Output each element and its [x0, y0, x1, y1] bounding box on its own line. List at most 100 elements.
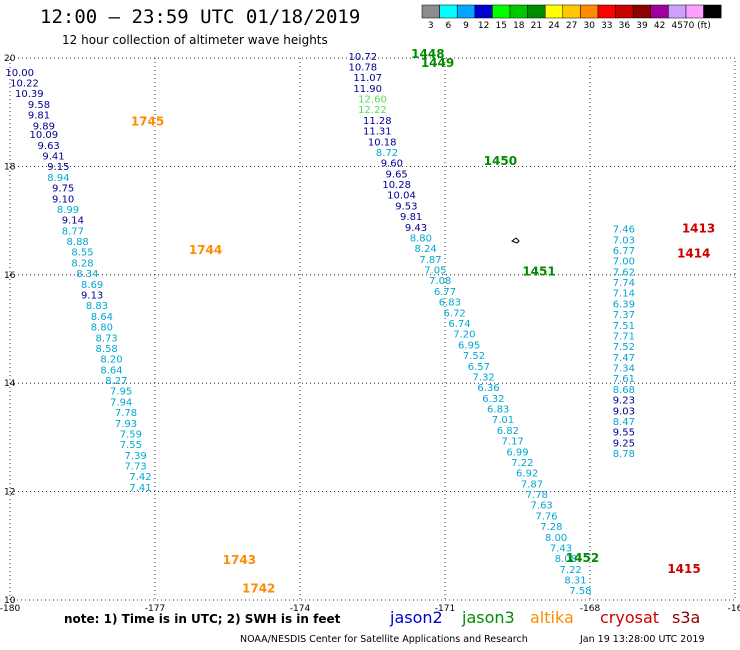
wave-height-value: 8.31 — [564, 576, 586, 587]
pass-time-label: 1448 — [411, 47, 444, 61]
wave-height-value: 8.83 — [86, 301, 108, 312]
wave-height-value: 7.47 — [613, 353, 635, 364]
wave-height-value: 8.28 — [71, 258, 93, 269]
pass-time-label: 1413 — [682, 222, 715, 236]
wave-height-value: 11.28 — [363, 116, 392, 127]
wave-height-value: 7.05 — [424, 266, 446, 277]
wave-height-value: 7.52 — [613, 342, 635, 353]
wave-height-value: 8.64 — [100, 365, 122, 376]
wave-height-value: 7.62 — [613, 267, 635, 278]
pass-time-label: 1744 — [189, 243, 222, 257]
wave-height-value: 10.18 — [368, 137, 397, 148]
wave-height-value: 8.64 — [91, 312, 113, 323]
wave-height-value: 7.39 — [125, 451, 147, 462]
wave-height-value: 9.65 — [386, 169, 408, 180]
footer-note: note: 1) Time is in UTC; 2) SWH is in fe… — [64, 612, 341, 626]
wave-height-value: 9.53 — [395, 201, 417, 212]
wave-height-value: 8.78 — [613, 449, 635, 460]
wave-height-value: 7.87 — [419, 255, 441, 266]
wave-height-value: 8.27 — [105, 376, 127, 387]
wave-height-value: 8.68 — [613, 385, 635, 396]
x-tick-label: -16 — [728, 604, 740, 614]
wave-height-value: 8.80 — [410, 233, 432, 244]
color-scale-label: 36 — [619, 21, 631, 31]
chart-subtitle: 12 hour collection of altimeter wave hei… — [62, 33, 328, 47]
pass-time-label: 1449 — [421, 56, 454, 70]
satellite-label-jason2: jason2 — [390, 608, 443, 627]
wave-height-plot: -180 -177 -174 -171 -168 -1610121416182010.00… — [0, 47, 740, 614]
color-scale-label: 45 — [671, 21, 682, 31]
wave-height-value: 10.39 — [15, 89, 44, 100]
wave-height-value: 8.47 — [613, 417, 635, 428]
wave-height-value: 7.20 — [453, 330, 475, 341]
wave-height-value: 9.43 — [405, 223, 427, 234]
y-tick-label: 12 — [4, 488, 15, 498]
color-scale-label: 3 — [428, 21, 434, 31]
wave-height-value: 6.72 — [444, 308, 466, 319]
wave-height-value: 6.57 — [468, 362, 490, 373]
wave-height-value: 7.14 — [613, 289, 635, 300]
wave-height-value: 9.81 — [28, 111, 50, 122]
wave-height-value: 8.08 — [555, 554, 577, 565]
wave-height-value: 7.78 — [115, 408, 137, 419]
wave-height-value: 7.17 — [502, 437, 524, 448]
wave-height-value: 8.99 — [57, 205, 79, 216]
wave-height-value: 7.93 — [115, 419, 137, 430]
color-scale-swatch — [703, 4, 722, 19]
wave-height-value: 7.61 — [613, 374, 635, 385]
color-scale-label: 15 — [495, 21, 506, 31]
wave-height-value: 7.71 — [613, 331, 635, 342]
wave-height-value: 10.09 — [30, 130, 59, 141]
color-scale-label: 33 — [601, 21, 612, 31]
wave-height-value: 7.51 — [613, 321, 635, 332]
wave-height-value: 7.76 — [535, 511, 557, 522]
wave-height-value: 9.81 — [400, 212, 422, 223]
pass-time-label: 1451 — [522, 264, 555, 278]
wave-height-value: 8.58 — [96, 344, 118, 355]
x-tick-label: -177 — [145, 604, 165, 614]
color-scale-label: 42 — [654, 21, 665, 31]
wave-height-value: 7.59 — [120, 429, 142, 440]
wave-height-value: 9.58 — [28, 100, 50, 111]
color-scale-label: 21 — [531, 21, 542, 31]
pass-time-label: 1414 — [677, 247, 710, 261]
satellite-label-cryosat: cryosat — [600, 608, 660, 627]
color-scale-unit-label: 70 (ft) — [683, 21, 711, 31]
wave-height-value: 10.72 — [349, 52, 378, 63]
wave-height-value: 9.15 — [47, 162, 69, 173]
color-scale-label: 24 — [548, 21, 560, 31]
wave-height-value: 7.73 — [125, 462, 147, 473]
wave-height-value: 7.52 — [463, 351, 485, 362]
footer-generated-time: Jan 19 13:28:00 UTC 2019 — [580, 634, 705, 645]
plot-frame — [9, 57, 736, 601]
wave-height-value: 8.20 — [100, 355, 122, 366]
wave-height-value: 7.03 — [613, 235, 635, 246]
color-scale-legend: 3 6 9 12 15 18 21 24 27 30 33 36 39 42 45 70 (ft) — [421, 4, 722, 31]
wave-height-value: 11.90 — [353, 84, 382, 95]
y-tick-label: 14 — [4, 379, 16, 389]
wave-height-value: 7.95 — [110, 387, 132, 398]
wave-height-value: 8.69 — [81, 280, 103, 291]
wave-height-value: 6.99 — [506, 447, 528, 458]
wave-height-value: 7.42 — [129, 472, 151, 483]
wave-height-value: 11.07 — [353, 73, 382, 84]
color-scale-label: 9 — [463, 21, 469, 31]
wave-height-value: 12.60 — [358, 95, 387, 106]
wave-height-value: 8.72 — [376, 148, 398, 159]
wave-height-value: 7.01 — [492, 415, 514, 426]
x-tick-label: -174 — [290, 604, 311, 614]
wave-height-value: 6.82 — [497, 426, 519, 437]
x-tick-label: -171 — [435, 604, 455, 614]
wave-height-value: 7.28 — [540, 522, 562, 533]
wave-height-value: 9.25 — [613, 438, 635, 449]
wave-height-value: 6.77 — [613, 246, 635, 257]
color-scale-label: 39 — [636, 21, 648, 31]
wave-height-value: 8.73 — [96, 333, 118, 344]
color-scale-label: 27 — [566, 21, 577, 31]
wave-height-value: 6.83 — [439, 298, 461, 309]
wave-height-value: 7.41 — [129, 483, 151, 494]
wave-height-value: 9.13 — [81, 290, 103, 301]
wave-height-value: 8.00 — [545, 533, 567, 544]
wave-height-value: 7.43 — [550, 543, 572, 554]
wave-height-value: 6.77 — [434, 287, 456, 298]
